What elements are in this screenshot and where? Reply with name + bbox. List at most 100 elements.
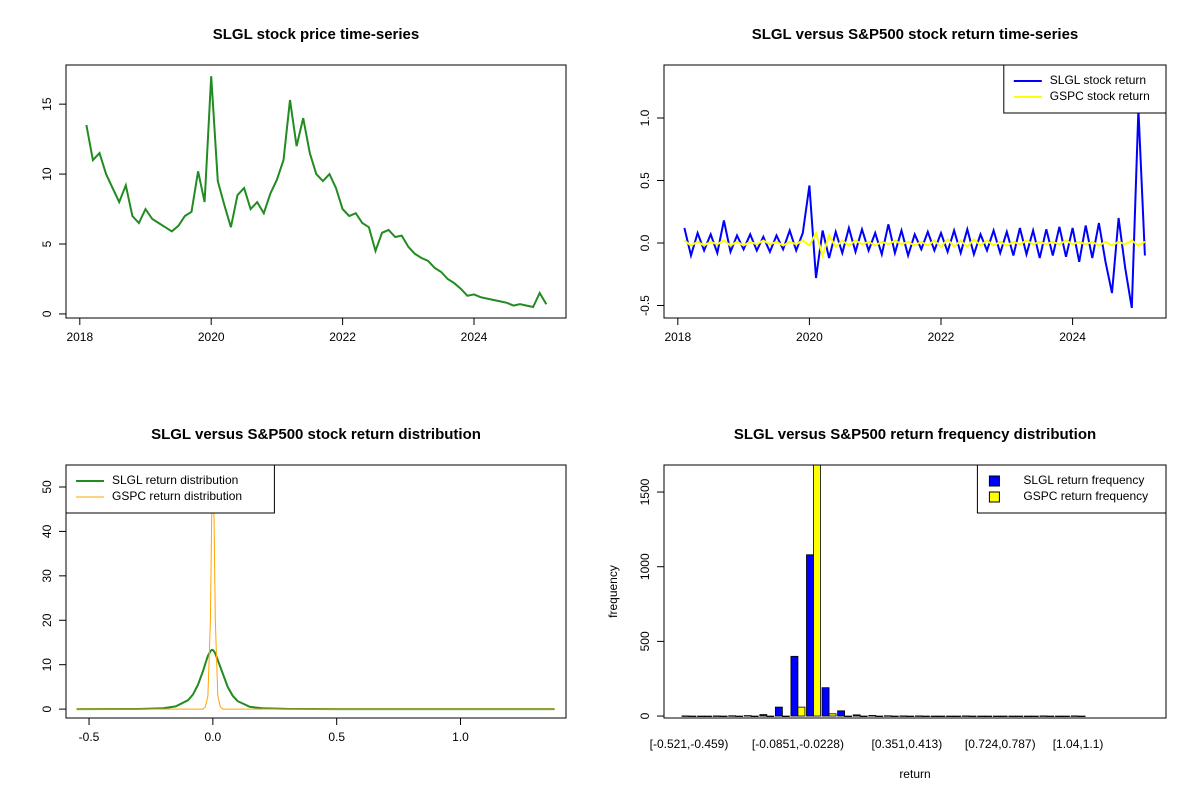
y-tick-label: -0.5 xyxy=(638,295,652,316)
legend-label: SLGL stock return xyxy=(1050,73,1146,87)
y-tick-label: 0.5 xyxy=(638,172,652,189)
x-tick-label: 0.5 xyxy=(328,730,345,744)
series-line xyxy=(683,230,1146,259)
legend-box xyxy=(976,464,1167,514)
x-tick-label: 1.0 xyxy=(452,730,469,744)
bar xyxy=(743,715,752,717)
y-tick-label: 5 xyxy=(40,240,54,247)
bar xyxy=(790,655,799,717)
plot-area xyxy=(683,109,1146,309)
bar xyxy=(681,715,690,717)
legend-label: SLGL return frequency xyxy=(1023,473,1144,487)
legend-swatch xyxy=(988,475,1000,487)
series-line xyxy=(85,76,548,309)
bar xyxy=(1015,715,1024,717)
chart-title: SLGL versus S&P500 return frequency dist… xyxy=(734,426,1096,443)
bar xyxy=(813,465,821,717)
bar xyxy=(890,715,899,717)
bar xyxy=(837,710,846,717)
chart-title: SLGL stock price time-series xyxy=(213,26,419,43)
chart-title: SLGL versus S&P500 stock return time-ser… xyxy=(752,26,1079,43)
bar xyxy=(781,715,790,717)
plot-frame xyxy=(65,464,567,719)
bar xyxy=(1023,715,1032,717)
bar xyxy=(930,715,939,717)
x-tick-label: [1.04,1.1) xyxy=(1053,737,1104,751)
bar xyxy=(1046,715,1055,717)
bar xyxy=(712,715,721,717)
bar xyxy=(1062,715,1070,717)
bar xyxy=(1030,715,1039,717)
legend-swatch xyxy=(988,491,1000,503)
bar xyxy=(906,715,915,717)
y-tick-label: 10 xyxy=(40,167,54,181)
bar xyxy=(961,715,970,717)
series-line xyxy=(76,465,555,710)
plot-frame xyxy=(663,464,1167,719)
bar xyxy=(859,715,868,717)
bar xyxy=(774,706,783,717)
y-tick-label: 40 xyxy=(40,524,54,538)
x-tick-label: -0.5 xyxy=(79,730,100,744)
x-tick-label: [-0.0851,-0.0228) xyxy=(752,737,844,751)
y-tick-label: 0 xyxy=(40,705,54,712)
plot-frame xyxy=(65,64,567,319)
series-line xyxy=(76,649,555,711)
y-tick-label: 0 xyxy=(40,310,54,317)
y-tick-label: 15 xyxy=(40,97,54,111)
legend-label: GSPC stock return xyxy=(1050,89,1150,103)
bar xyxy=(883,715,892,717)
bar xyxy=(968,715,977,717)
bar xyxy=(828,713,837,717)
bar xyxy=(899,715,908,717)
plot-frame xyxy=(663,64,1167,319)
x-axis-label: return xyxy=(899,767,930,781)
x-tick-label: [-0.521,-0.459) xyxy=(650,737,729,751)
y-tick-label: 10 xyxy=(40,658,54,672)
bar xyxy=(1055,715,1063,717)
y-tick-label: 1500 xyxy=(638,478,652,505)
bar xyxy=(719,715,728,717)
bar xyxy=(821,687,830,717)
bar xyxy=(1039,715,1048,717)
bar xyxy=(915,715,923,717)
y-tick-label: 1000 xyxy=(638,553,652,580)
bar xyxy=(946,715,954,717)
legend-label: GSPC return frequency xyxy=(1023,489,1148,503)
bar xyxy=(852,714,861,717)
bar xyxy=(766,715,775,717)
bar xyxy=(750,715,759,717)
y-tick-label: 0 xyxy=(638,712,652,719)
series-line xyxy=(683,109,1146,309)
bar xyxy=(759,714,768,717)
bar xyxy=(1077,715,1086,717)
y-tick-label: 20 xyxy=(40,613,54,627)
bar xyxy=(1008,715,1017,717)
bar xyxy=(875,715,884,717)
legend-label: GSPC return distribution xyxy=(112,489,242,503)
bar xyxy=(977,715,986,717)
bar xyxy=(868,715,877,717)
bar xyxy=(1070,715,1079,717)
bar xyxy=(922,715,930,717)
y-tick-label: 0.0 xyxy=(638,234,652,251)
bar xyxy=(728,715,737,717)
bar xyxy=(688,715,697,717)
plot-area xyxy=(76,465,555,711)
x-tick-label: 2022 xyxy=(928,330,955,344)
x-tick-label: 0.0 xyxy=(205,730,222,744)
bar xyxy=(992,715,1001,717)
y-tick-label: 50 xyxy=(40,480,54,494)
plot-area xyxy=(85,76,548,309)
bar xyxy=(797,706,806,717)
x-tick-label: 2024 xyxy=(1059,330,1086,344)
bar xyxy=(806,554,814,717)
x-tick-label: [0.724,0.787) xyxy=(965,737,1036,751)
legend-label: SLGL return distribution xyxy=(112,473,238,487)
x-tick-label: 2020 xyxy=(198,330,225,344)
bar xyxy=(984,715,993,717)
bar xyxy=(953,715,961,717)
plot-area xyxy=(681,465,1086,717)
